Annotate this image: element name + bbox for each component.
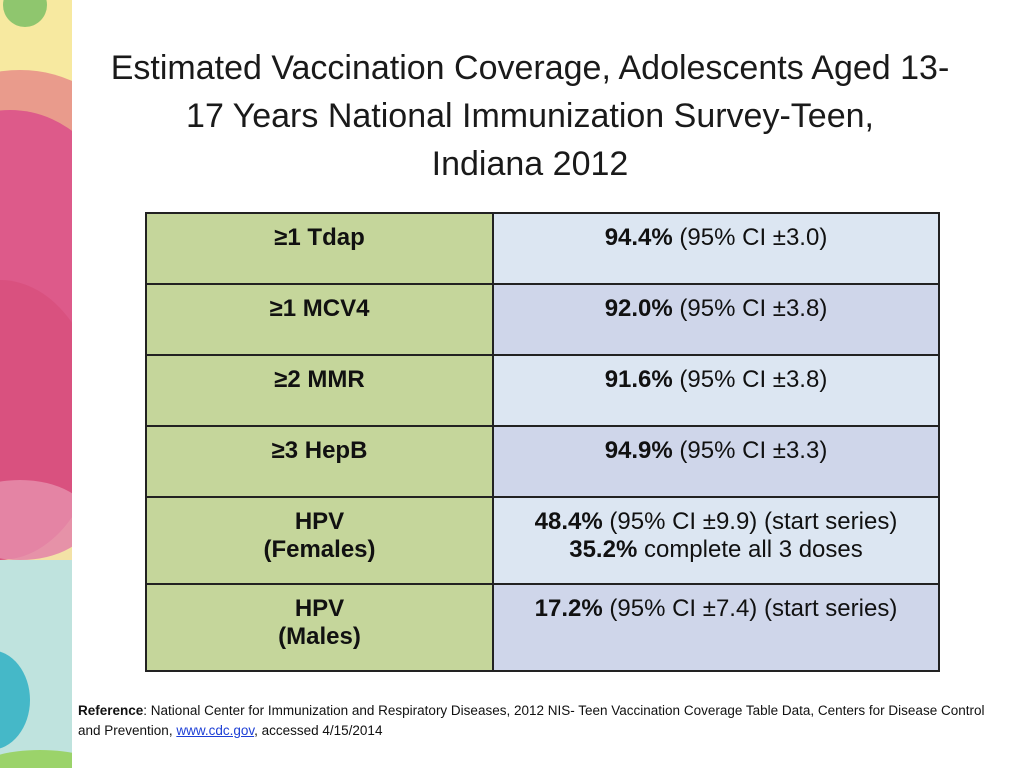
vaccine-label-cell: ≥3 HepB	[145, 425, 494, 498]
coverage-percent: 91.6%	[604, 366, 673, 393]
confidence-interval: (95% CI ±9.9) (start series)	[602, 508, 898, 535]
decorative-side-band	[0, 0, 72, 768]
vaccine-label-cell: HPV (Females)	[145, 496, 494, 585]
coverage-percent: 94.4%	[604, 224, 673, 251]
table-row: ≥3 HepB 94.9% (95% CI ±3.3)	[145, 425, 940, 498]
coverage-value-cell: 91.6% (95% CI ±3.8)	[492, 354, 940, 427]
slide-title: Estimated Vaccination Coverage, Adolesce…	[80, 44, 980, 188]
table-row: ≥1 MCV4 92.0% (95% CI ±3.8)	[145, 283, 940, 356]
coverage-value-cell: 48.4% (95% CI ±9.9) (start series) 35.2%…	[492, 496, 940, 585]
cdc-link[interactable]: www.cdc.gov	[176, 723, 255, 738]
confidence-interval: (95% CI ±7.4) (start series)	[602, 595, 898, 622]
coverage-percent: 92.0%	[604, 295, 673, 322]
vaccine-label-cell: HPV (Males)	[145, 583, 494, 672]
vaccine-label: ≥1 MCV4	[269, 295, 370, 322]
title-line-2: 17 Years National Immunization Survey-Te…	[186, 97, 874, 135]
confidence-interval: (95% CI ±3.3)	[672, 437, 828, 464]
coverage-value-cell: 94.9% (95% CI ±3.3)	[492, 425, 940, 498]
vaccine-label: HPV	[294, 508, 345, 535]
vaccine-group: (Males)	[278, 623, 361, 650]
confidence-interval: (95% CI ±3.8)	[672, 366, 828, 393]
reference-accessed: , accessed 4/15/2014	[254, 723, 383, 738]
vaccine-label-cell: ≥2 MMR	[145, 354, 494, 427]
coverage-percent: 48.4%	[534, 508, 603, 535]
vaccine-label-cell: ≥1 MCV4	[145, 283, 494, 356]
coverage-note: complete all 3 doses	[637, 536, 863, 563]
coverage-value-cell: 94.4% (95% CI ±3.0)	[492, 212, 940, 285]
coverage-percent: 17.2%	[534, 595, 603, 622]
coverage-value-cell: 17.2% (95% CI ±7.4) (start series)	[492, 583, 940, 672]
vaccine-label: ≥1 Tdap	[274, 224, 365, 251]
confidence-interval: (95% CI ±3.8)	[672, 295, 828, 322]
vaccination-coverage-table: ≥1 Tdap 94.4% (95% CI ±3.0) ≥1 MCV4 92.0…	[145, 212, 940, 672]
reference-label: Reference	[78, 703, 144, 718]
vaccine-label: HPV	[294, 595, 345, 622]
table-row: HPV (Males) 17.2% (95% CI ±7.4) (start s…	[145, 583, 940, 672]
confidence-interval: (95% CI ±3.0)	[672, 224, 828, 251]
table-row: ≥1 Tdap 94.4% (95% CI ±3.0)	[145, 212, 940, 285]
vaccine-label: ≥3 HepB	[271, 437, 368, 464]
title-line-1: Estimated Vaccination Coverage, Adolesce…	[110, 49, 950, 87]
vaccine-label: ≥2 MMR	[274, 366, 365, 393]
table-row: HPV (Females) 48.4% (95% CI ±9.9) (start…	[145, 496, 940, 585]
vaccine-label-cell: ≥1 Tdap	[145, 212, 494, 285]
coverage-value-cell: 92.0% (95% CI ±3.8)	[492, 283, 940, 356]
table-row: ≥2 MMR 91.6% (95% CI ±3.8)	[145, 354, 940, 427]
coverage-percent-complete: 35.2%	[569, 536, 638, 563]
title-line-3: Indiana 2012	[431, 145, 629, 183]
vaccine-group: (Females)	[263, 536, 376, 563]
reference-note: Reference: National Center for Immunizat…	[78, 701, 1008, 741]
coverage-percent: 94.9%	[604, 437, 673, 464]
reference-text: : National Center for Immunization and R…	[78, 703, 985, 738]
